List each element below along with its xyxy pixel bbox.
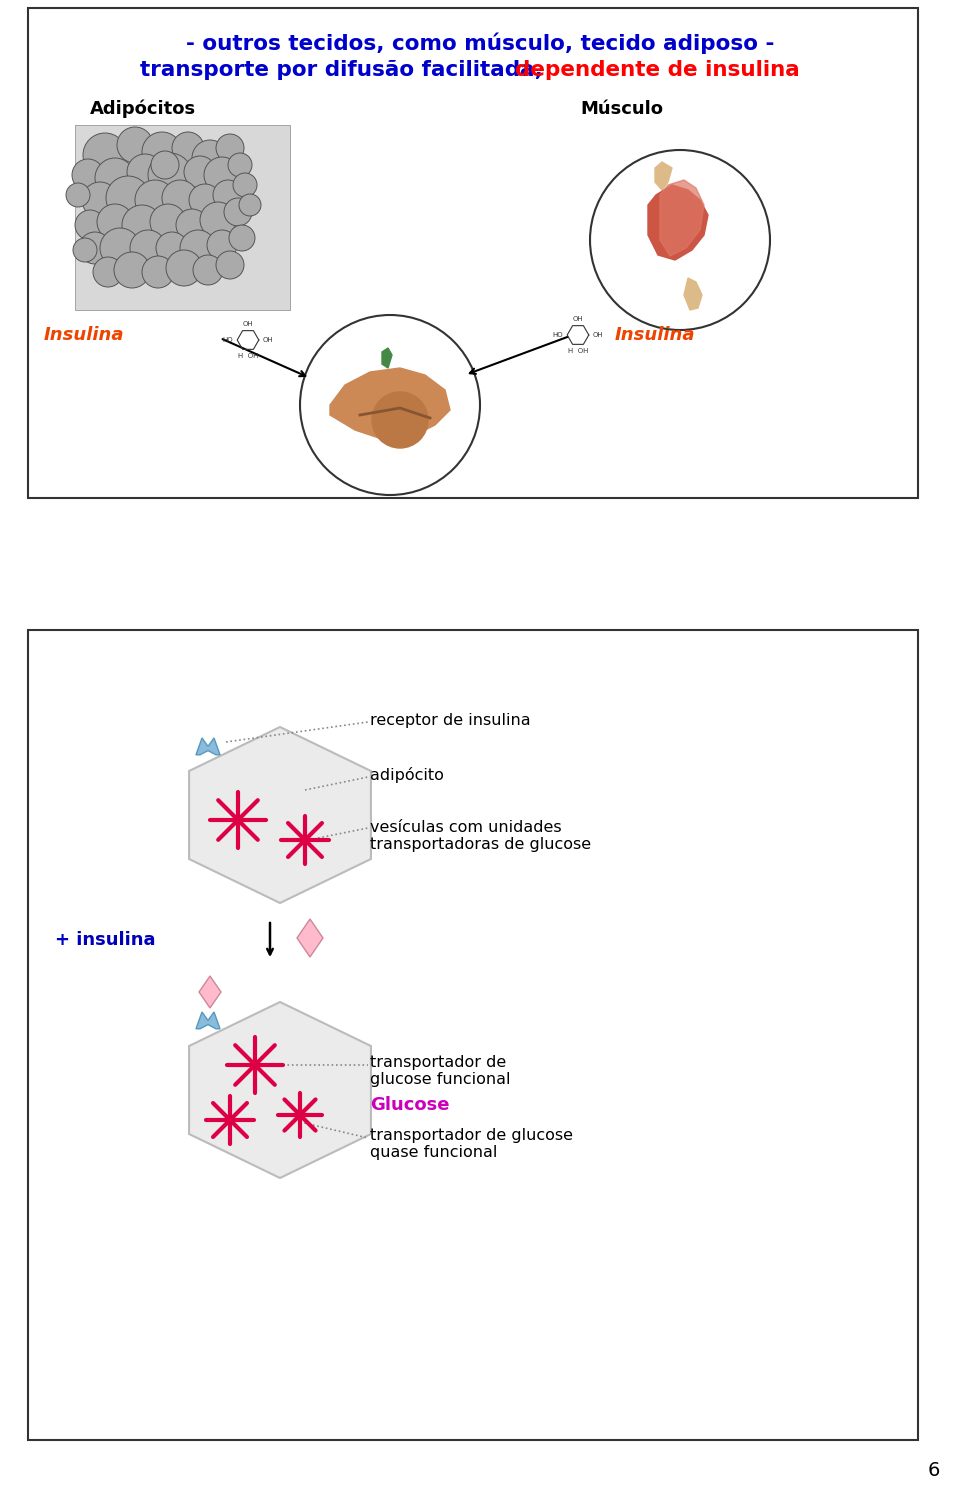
Text: + insulina: + insulina	[55, 931, 156, 949]
Text: transporte por difusão facilitada,: transporte por difusão facilitada,	[140, 60, 550, 80]
Circle shape	[156, 233, 188, 264]
Circle shape	[130, 230, 166, 266]
Circle shape	[100, 228, 140, 269]
Circle shape	[122, 206, 162, 245]
Circle shape	[213, 180, 243, 210]
Circle shape	[192, 140, 228, 176]
Circle shape	[73, 239, 97, 263]
FancyBboxPatch shape	[75, 125, 290, 311]
Circle shape	[239, 194, 261, 216]
FancyBboxPatch shape	[28, 8, 918, 498]
Circle shape	[117, 128, 153, 164]
Polygon shape	[655, 162, 672, 191]
Text: transportador de
glucose funcional: transportador de glucose funcional	[370, 1055, 511, 1087]
Text: Insulina: Insulina	[615, 326, 695, 344]
Text: dependente de insulina: dependente de insulina	[515, 60, 800, 80]
Circle shape	[95, 158, 135, 198]
Circle shape	[83, 134, 127, 177]
Text: receptor de insulina: receptor de insulina	[370, 713, 531, 728]
Circle shape	[148, 153, 192, 197]
Polygon shape	[660, 180, 704, 257]
Polygon shape	[648, 185, 708, 260]
Circle shape	[207, 230, 237, 260]
Text: transportador de glucose
quase funcional: transportador de glucose quase funcional	[370, 1127, 573, 1160]
Circle shape	[204, 158, 240, 194]
Polygon shape	[196, 1012, 220, 1028]
Circle shape	[193, 255, 223, 285]
Circle shape	[135, 180, 175, 221]
Circle shape	[180, 230, 216, 266]
Polygon shape	[297, 919, 323, 958]
Polygon shape	[196, 738, 220, 755]
Text: OH: OH	[243, 321, 253, 327]
Circle shape	[224, 198, 252, 227]
Text: 6: 6	[927, 1460, 940, 1480]
FancyBboxPatch shape	[28, 630, 918, 1439]
Circle shape	[93, 257, 123, 287]
Circle shape	[150, 204, 186, 240]
Text: OH: OH	[573, 317, 584, 323]
Text: Músculo: Músculo	[580, 101, 663, 119]
Polygon shape	[684, 278, 702, 311]
Circle shape	[189, 185, 221, 216]
Text: OH: OH	[263, 338, 274, 344]
Circle shape	[82, 182, 118, 218]
Circle shape	[79, 233, 111, 264]
Circle shape	[229, 225, 255, 251]
Circle shape	[72, 159, 104, 191]
Circle shape	[228, 153, 252, 177]
Circle shape	[75, 210, 105, 240]
Text: H  OH: H OH	[567, 348, 588, 354]
Text: HO: HO	[223, 338, 233, 344]
Circle shape	[142, 132, 182, 173]
Polygon shape	[382, 348, 392, 368]
Polygon shape	[330, 368, 450, 440]
Polygon shape	[189, 1003, 371, 1178]
Circle shape	[216, 134, 244, 162]
Text: HO: HO	[553, 332, 564, 338]
Circle shape	[216, 251, 244, 279]
Circle shape	[106, 176, 150, 221]
Circle shape	[162, 180, 198, 216]
Circle shape	[176, 209, 208, 242]
Circle shape	[166, 251, 202, 287]
Text: Adipócitos: Adipócitos	[90, 101, 196, 119]
Circle shape	[300, 315, 480, 495]
Text: Glucose: Glucose	[370, 1096, 449, 1114]
Text: Insulina: Insulina	[44, 326, 125, 344]
Circle shape	[184, 156, 216, 188]
Circle shape	[590, 150, 770, 330]
Text: adipócito: adipócito	[370, 767, 444, 784]
Circle shape	[142, 257, 174, 288]
Polygon shape	[189, 726, 371, 904]
Circle shape	[233, 173, 257, 197]
Circle shape	[97, 204, 133, 240]
Circle shape	[200, 203, 236, 239]
Circle shape	[114, 252, 150, 288]
Circle shape	[172, 132, 204, 164]
Polygon shape	[199, 976, 221, 1009]
Text: OH: OH	[592, 332, 604, 338]
Text: H  OH: H OH	[238, 353, 258, 359]
Text: - outros tecidos, como músculo, tecido adiposo -: - outros tecidos, como músculo, tecido a…	[186, 32, 774, 54]
Circle shape	[127, 155, 163, 191]
Circle shape	[66, 183, 90, 207]
Circle shape	[372, 392, 428, 447]
Text: vesículas com unidades
transportadoras de glucose: vesículas com unidades transportadoras d…	[370, 820, 591, 853]
Circle shape	[151, 152, 179, 179]
